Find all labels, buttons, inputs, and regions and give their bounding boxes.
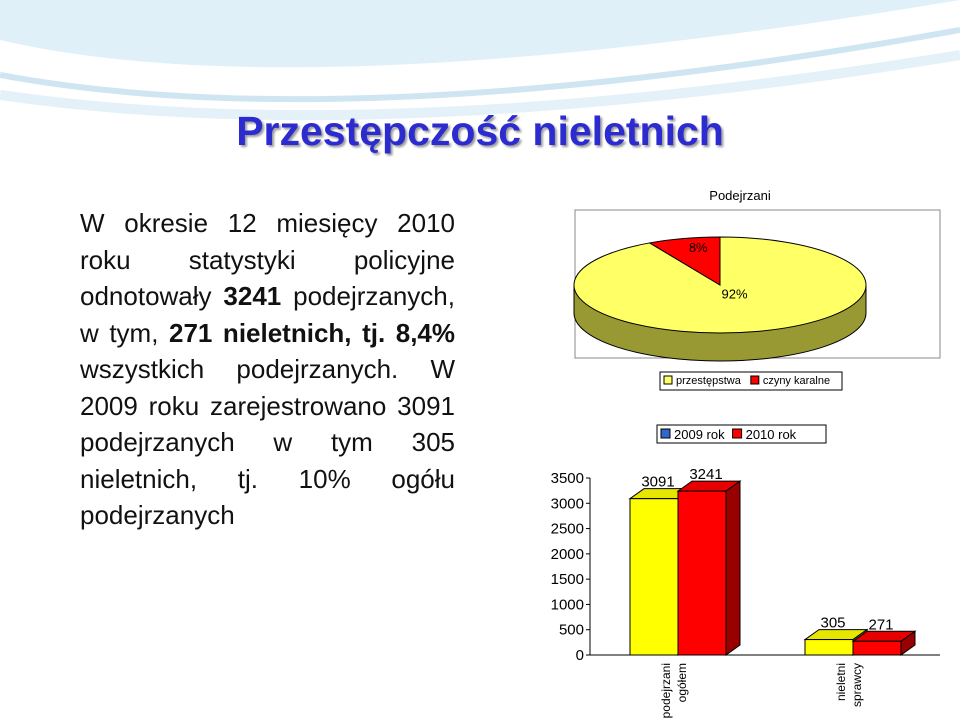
body-segment: 3241 — [223, 281, 282, 311]
legend-label: 2009 rok — [674, 427, 725, 442]
body-segment: W okresie 12 miesięcy 2010 roku statysty… — [80, 208, 455, 311]
data-label: 8% — [689, 240, 708, 255]
swoosh — [0, 50, 960, 121]
pie-slice — [648, 236, 721, 286]
chart-title: Podejrzani — [709, 188, 771, 203]
x-tick-label: sprawcy — [850, 663, 864, 707]
y-tick-label: 3500 — [551, 470, 584, 487]
y-tick-label: 3000 — [551, 495, 584, 512]
body-text: W okresie 12 miesięcy 2010 roku statysty… — [80, 205, 455, 534]
legend-label: przestępstwa — [676, 375, 742, 387]
data-label: 3091 — [641, 474, 674, 491]
bar — [804, 639, 854, 656]
x-tick-label: nieletni — [834, 663, 848, 701]
swoosh — [0, 0, 960, 68]
data-label: 3241 — [689, 466, 722, 483]
bar-side — [725, 480, 741, 656]
slide-title: Przestępczość nieletnich — [236, 108, 724, 154]
legend-label: 2010 rok — [746, 427, 797, 442]
legend-swatch — [732, 428, 743, 439]
y-tick-label: 1000 — [551, 596, 584, 613]
legend-swatch — [750, 375, 760, 385]
y-tick-label: 2000 — [551, 546, 584, 563]
y-tick-label: 1500 — [551, 571, 584, 588]
data-label: 92% — [722, 287, 748, 302]
x-tick-label: ogółem — [675, 663, 689, 702]
legend-swatch — [663, 375, 673, 385]
bar — [852, 640, 902, 656]
data-label: 271 — [868, 616, 893, 633]
data-label: 305 — [820, 615, 845, 632]
y-tick-label: 0 — [576, 647, 584, 664]
body-segment: 271 nieletnich, tj. 8,4% — [169, 317, 455, 348]
legend-label: czyny karalne — [763, 375, 830, 387]
x-tick-label: podejrzani — [659, 663, 673, 718]
y-tick-label: 500 — [559, 622, 584, 639]
body-segment: wszystkich podejrzanych. W 2009 roku zar… — [80, 354, 455, 530]
bar — [629, 498, 679, 656]
bar — [677, 490, 727, 656]
y-tick-label: 2500 — [551, 521, 584, 538]
legend-swatch — [660, 428, 671, 439]
body-segment: podejrzanych, w tym, — [80, 281, 455, 348]
swoosh — [0, 27, 960, 103]
